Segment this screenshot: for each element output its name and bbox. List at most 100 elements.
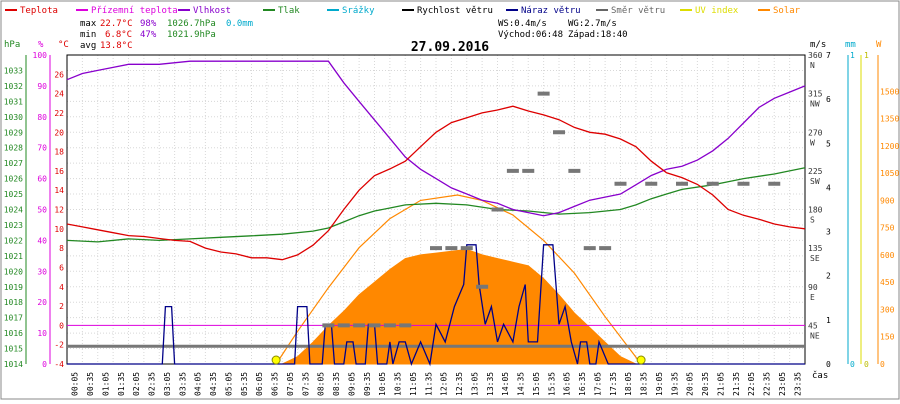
tick-wind-4: 3 [826, 228, 831, 237]
tick-humidity-10: 0 [42, 360, 47, 369]
x-tick-0: 00:05 [71, 372, 80, 396]
tick-pressure-2: 1031 [4, 97, 23, 106]
unit-temperature: °C [58, 40, 69, 50]
x-tick-30: 15:05 [532, 372, 541, 396]
stat-avg-temp: 13.8°C [100, 41, 133, 51]
tick-pressure-14: 1019 [4, 283, 23, 292]
tick-direction-deg-7: 45 [808, 321, 818, 330]
x-tick-11: 05:35 [240, 372, 249, 396]
x-tick-5: 02:35 [148, 372, 157, 396]
tick-solar-2: 1200 [880, 142, 899, 151]
x-tick-15: 07:35 [301, 372, 310, 396]
tick-temperature-12: 2 [59, 302, 64, 311]
legend-label-1: Teplota [20, 6, 58, 16]
tick-solar-4: 900 [880, 196, 895, 205]
wind-direction-mark-23 [768, 181, 781, 186]
series-solar-max-line [275, 194, 642, 365]
series-temperature-line [66, 105, 806, 261]
x-tick-25: 12:35 [455, 372, 464, 396]
tick-uv-0: 1 [864, 51, 869, 60]
stat-max-press: 1026.7hPa [167, 19, 216, 29]
wind-direction-mark-3 [368, 323, 381, 328]
x-tick-31: 15:35 [547, 372, 556, 396]
wind-direction-mark-4 [383, 323, 396, 328]
x-tick-22: 11:05 [409, 372, 418, 396]
unit-wind: m/s [810, 40, 826, 50]
tick-wind-0: 7 [826, 51, 831, 60]
tick-direction-name-7: NE [810, 331, 820, 340]
x-tick-17: 08:35 [332, 372, 341, 396]
series-humidity-line [66, 60, 806, 217]
tick-uv-1: 0 [864, 360, 869, 369]
tick-direction-name-6: E [810, 293, 815, 302]
x-tick-2: 01:05 [101, 372, 110, 396]
x-tick-29: 14:35 [517, 372, 526, 396]
legend-label-6: Rychlost větru [417, 6, 493, 16]
tick-direction-deg-1: 315 [808, 90, 823, 99]
legend-label-4: Tlak [278, 6, 300, 16]
tick-humidity-2: 80 [37, 113, 47, 122]
wind-direction-mark-19 [645, 181, 658, 186]
stat-avg-label: avg [80, 41, 96, 51]
tick-direction-name-3: SW [810, 177, 820, 186]
x-tick-labels: 00:05 00:35 01:05 01:35 02:05 02:35 03:05 03:35… [71, 372, 803, 396]
wind-direction-mark-6 [430, 246, 442, 251]
wind-direction-mark-11 [506, 168, 519, 173]
x-tick-33: 16:35 [578, 372, 587, 396]
tick-temperature-8: 10 [54, 225, 64, 234]
uv-marker-0 [271, 355, 281, 365]
stat-min-temp: 6.8°C [105, 30, 132, 40]
stat-max-rain: 0.0mm [226, 19, 253, 29]
x-tick-20: 10:05 [378, 372, 387, 396]
tick-temperature-15: -4 [54, 360, 64, 369]
tick-rain-0: 1 [850, 51, 855, 60]
tick-pressure-4: 1029 [4, 128, 23, 137]
info-sunrise: Východ:06:48 [498, 30, 563, 40]
x-tick-16: 08:05 [317, 372, 326, 396]
tick-wind-3: 4 [826, 183, 831, 192]
tick-solar-8: 300 [880, 305, 895, 314]
x-tick-3: 01:35 [117, 372, 126, 396]
unit-pressure: hPa [4, 40, 20, 50]
tick-temperature-3: 20 [54, 128, 64, 137]
tick-direction-deg-5: 135 [808, 244, 823, 253]
axis-units: hPa % °C m/s mm W čas [4, 40, 882, 381]
tick-temperature-6: 14 [54, 186, 64, 195]
x-tick-13: 06:35 [271, 372, 280, 396]
legend-label-10: Solar [773, 6, 801, 16]
tick-wind-7: 0 [826, 360, 831, 369]
tick-direction-name-2: W [810, 138, 815, 147]
legend-label-2: Přízemní teplota [91, 6, 178, 16]
x-tick-23: 11:35 [424, 372, 433, 396]
tick-solar-3: 1050 [880, 169, 899, 178]
x-tick-14: 07:05 [286, 372, 295, 396]
info-ws: WS:0.4m/s [498, 19, 547, 29]
x-tick-47: 23:35 [793, 372, 802, 396]
tick-temperature-2: 22 [54, 109, 64, 118]
info-wg: WG:2.7m/s [568, 19, 617, 29]
tick-direction-deg-0: 360 [808, 51, 823, 60]
legend-label-7: Náraz větru [521, 6, 581, 16]
tick-direction-deg-2: 270 [808, 128, 823, 137]
tick-wind-2: 5 [826, 139, 831, 148]
tick-pressure-13: 1020 [4, 267, 23, 276]
tick-temperature-4: 18 [54, 148, 64, 157]
tick-solar-6: 600 [880, 251, 895, 260]
x-tick-28: 14:05 [501, 372, 510, 396]
wind-direction-mark-18 [614, 181, 627, 186]
x-tick-10: 05:05 [224, 372, 233, 396]
tick-pressure-0: 1033 [4, 66, 23, 75]
tick-pressure-10: 1023 [4, 221, 23, 230]
x-tick-45: 22:35 [763, 372, 772, 396]
tick-humidity-8: 20 [37, 298, 47, 307]
x-tick-26: 13:05 [470, 372, 479, 396]
x-tick-36: 18:05 [624, 372, 633, 396]
tick-solar-0: 1500 [880, 87, 899, 96]
x-tick-32: 16:05 [563, 372, 572, 396]
x-tick-42: 21:05 [716, 372, 725, 396]
wind-direction-mark-15 [568, 168, 581, 173]
info-block: WS:0.4m/s WG:2.7m/s Východ:06:48 Západ:1… [498, 19, 628, 40]
x-tick-43: 21:35 [732, 372, 741, 396]
